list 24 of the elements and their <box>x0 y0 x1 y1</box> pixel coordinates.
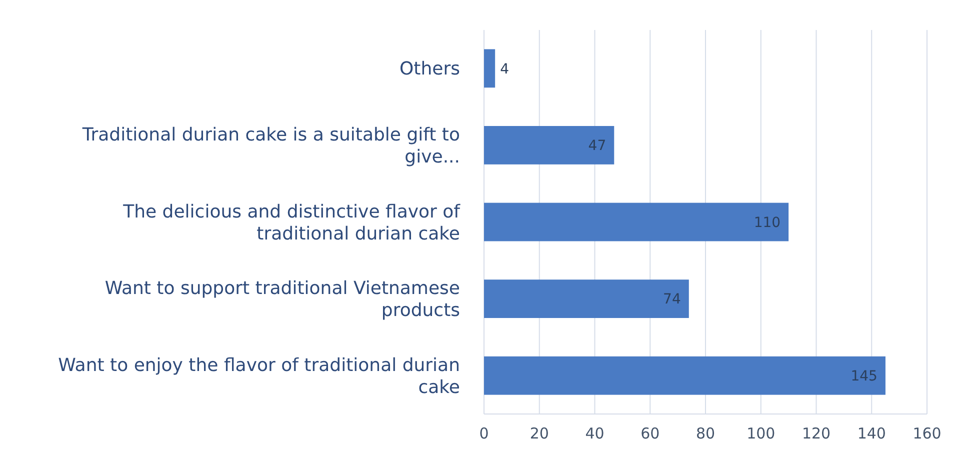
y-tick-label: Want to enjoy the flavor of traditional durian cake <box>58 354 460 398</box>
y-tick-label: The delicious and distinctive flavor of traditional durian cake <box>122 201 461 244</box>
data-label: 47 <box>588 138 606 154</box>
bar <box>484 126 614 164</box>
x-tick-label: 0 <box>479 424 489 443</box>
x-tick-label: 20 <box>530 424 549 443</box>
x-tick-label: 40 <box>585 424 604 443</box>
data-label: 110 <box>754 214 781 231</box>
bar <box>484 49 496 88</box>
x-tick-label: 160 <box>912 424 942 443</box>
x-tick-label: 60 <box>640 424 660 443</box>
bar <box>484 356 886 395</box>
y-tick-label: Others <box>400 58 460 80</box>
bar <box>484 202 789 242</box>
y-tick-label: Want to support traditional Vietnamese products <box>104 278 460 322</box>
y-tick-label: Traditional durian cake is a suitable gift to give... <box>81 124 460 168</box>
x-tick-label: 80 <box>696 424 716 443</box>
bar <box>484 280 689 318</box>
data-label: 74 <box>663 292 681 308</box>
x-tick-label: 100 <box>746 424 776 443</box>
data-label: 4 <box>500 61 510 78</box>
x-tick-label: 120 <box>802 424 831 443</box>
data-label: 145 <box>850 368 878 384</box>
x-tick-label: 140 <box>857 424 886 443</box>
